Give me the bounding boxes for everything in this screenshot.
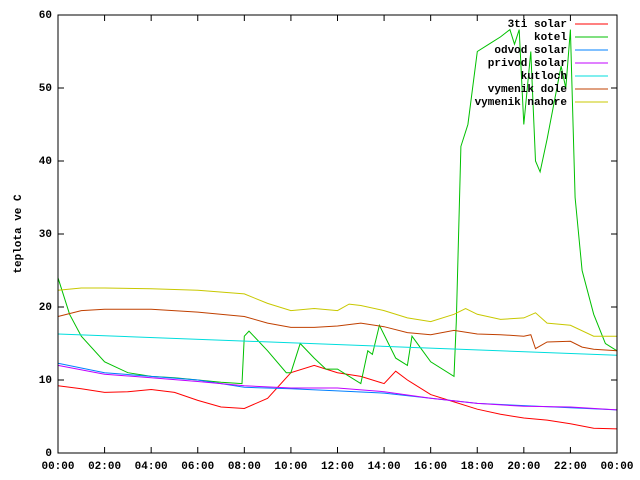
legend-label: vymenik dole bbox=[488, 84, 568, 96]
x-tick-label: 06:00 bbox=[181, 461, 214, 473]
y-tick-label: 20 bbox=[39, 302, 52, 314]
series-line bbox=[57, 308, 618, 352]
y-tick-label: 30 bbox=[39, 229, 52, 241]
legend-label: kutloch bbox=[521, 71, 567, 83]
x-tick-label: 22:00 bbox=[554, 461, 587, 473]
x-tick-label: 14:00 bbox=[368, 461, 401, 473]
x-tick-label: 08:00 bbox=[228, 461, 261, 473]
y-tick-label: 50 bbox=[39, 83, 52, 95]
legend-label: privod solar bbox=[488, 58, 567, 70]
x-tick-label: 18:00 bbox=[461, 461, 494, 473]
y-tick-label: 40 bbox=[39, 156, 52, 168]
legend-label: kotel bbox=[534, 32, 567, 44]
series-line bbox=[57, 287, 617, 337]
x-tick-label: 00:00 bbox=[41, 461, 74, 473]
x-tick-label: 04:00 bbox=[135, 461, 168, 473]
y-tick-label: 60 bbox=[39, 10, 52, 22]
y-tick-label: 10 bbox=[39, 375, 52, 387]
series-line bbox=[57, 362, 618, 411]
x-tick-label: 12:00 bbox=[321, 461, 354, 473]
series-line bbox=[57, 364, 618, 411]
series-line bbox=[57, 28, 618, 385]
y-axis-label: teplota ve C bbox=[13, 194, 25, 274]
legend-label: vymenik nahore bbox=[475, 97, 568, 109]
y-tick-label: 0 bbox=[45, 448, 52, 460]
x-tick-label: 16:00 bbox=[414, 461, 447, 473]
plot-border bbox=[57, 14, 618, 454]
series-line bbox=[57, 333, 618, 356]
legend-label: 3ti solar bbox=[508, 19, 567, 31]
series-line bbox=[57, 364, 618, 430]
x-tick-label: 20:00 bbox=[507, 461, 540, 473]
x-tick-label: 00:00 bbox=[600, 461, 633, 473]
x-tick-label: 10:00 bbox=[274, 461, 307, 473]
x-tick-label: 02:00 bbox=[88, 461, 121, 473]
legend-label: odvod solar bbox=[494, 45, 567, 57]
